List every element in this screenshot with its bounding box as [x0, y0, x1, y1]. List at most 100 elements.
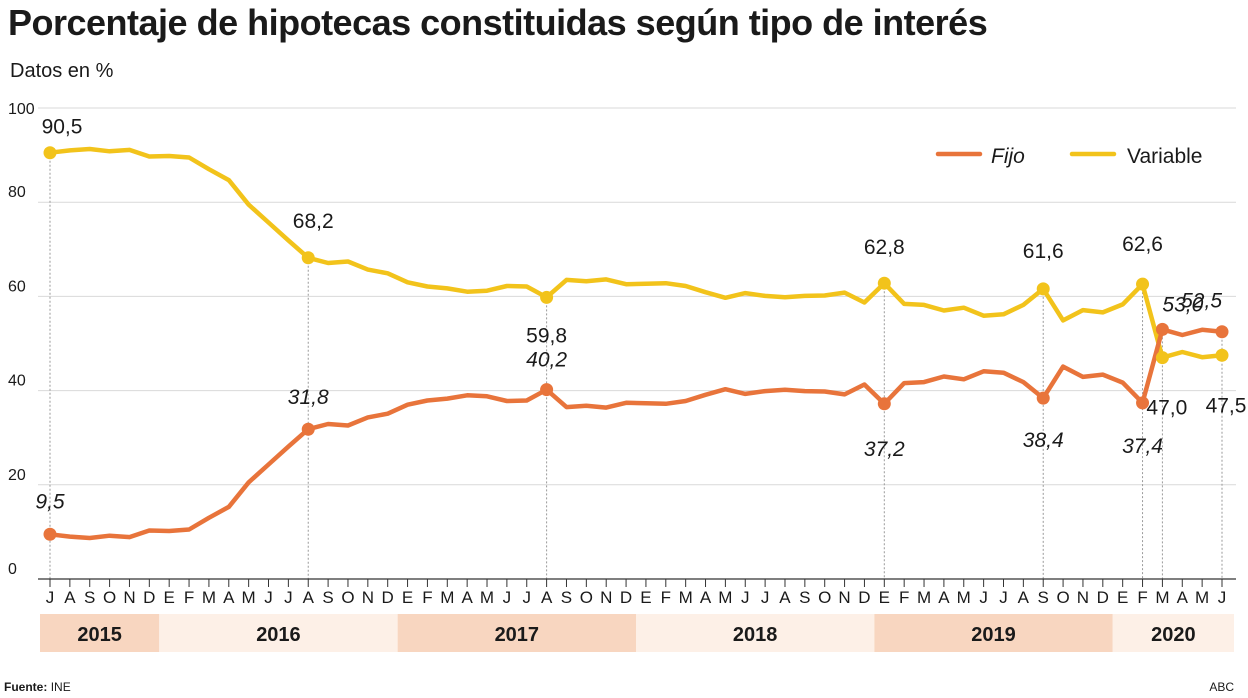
year-bands: 2015 2016 2017 2018 2019 2020: [40, 614, 1234, 652]
x-tick-label: J: [761, 588, 770, 607]
data-label-variable: 90,5: [42, 116, 83, 139]
year-label: 2019: [971, 624, 1016, 646]
chart-subtitle: Datos en %: [10, 60, 114, 82]
marker-variable: [1136, 277, 1150, 291]
data-label-variable: 68,2: [293, 210, 334, 233]
x-tick-label: M: [202, 588, 216, 607]
x-tick-label: N: [838, 588, 850, 607]
x-tick-label: M: [718, 588, 732, 607]
data-label-fijo: 37,2: [864, 438, 905, 461]
x-tick-label: J: [979, 588, 988, 607]
legend: Fijo Variable: [935, 145, 1203, 168]
x-tick-label: J: [999, 588, 1008, 607]
year-label: 2015: [77, 624, 122, 646]
marker-variable: [43, 146, 57, 160]
year-band-2015: [40, 614, 160, 652]
x-tick-label: O: [580, 588, 593, 607]
x-tick-label: A: [541, 588, 553, 607]
x-tick-label: A: [223, 588, 235, 607]
y-tick-label: 20: [8, 467, 26, 484]
x-tick-label: F: [422, 588, 432, 607]
marker-variable: [540, 290, 554, 304]
source-label: Fuente:: [4, 680, 48, 694]
y-tick-label: 0: [8, 561, 17, 578]
x-tick-label: N: [1077, 588, 1089, 607]
y-tick-label: 100: [8, 101, 35, 118]
x-tick-label: N: [600, 588, 612, 607]
marker-variable: [1215, 348, 1229, 362]
reference-lines: [49, 152, 1223, 579]
x-tick-label: A: [1177, 588, 1189, 607]
marker-variable: [877, 276, 891, 290]
chart-title: Porcentaje de hipotecas constituidas seg…: [8, 2, 988, 43]
year-band-2020: [1112, 614, 1234, 652]
x-tick-label: E: [640, 588, 651, 607]
highlight-markers: [43, 146, 1229, 541]
x-tick-label: S: [1038, 588, 1049, 607]
x-tick-label: D: [382, 588, 394, 607]
x-tick-label: A: [461, 588, 473, 607]
x-tick-label: M: [1195, 588, 1209, 607]
series-line-fijo: [47, 327, 1225, 541]
year-band-2016: [159, 614, 398, 652]
marker-fijo: [301, 422, 315, 436]
y-tick-label: 80: [8, 184, 26, 201]
x-tick-label: M: [440, 588, 454, 607]
data-label-fijo: 53,0: [1162, 293, 1203, 316]
marker-variable: [1036, 282, 1050, 296]
y-tick-label: 60: [8, 278, 26, 295]
x-tick-label: N: [362, 588, 374, 607]
data-label-variable: 47,0: [1146, 397, 1187, 420]
data-label-fijo: 40,2: [526, 349, 567, 372]
year-label: 2016: [256, 624, 301, 646]
x-tick-label: S: [561, 588, 572, 607]
data-label-variable: 62,8: [864, 236, 905, 259]
marker-fijo: [540, 383, 554, 397]
marker-fijo: [1215, 325, 1229, 339]
x-tick-label: O: [818, 588, 831, 607]
year-band-2018: [636, 614, 875, 652]
x-tick-label: A: [779, 588, 791, 607]
x-tick-label: M: [957, 588, 971, 607]
x-tick-label: N: [123, 588, 135, 607]
credit: ABC: [1209, 680, 1234, 694]
x-tick-label: M: [1155, 588, 1169, 607]
marker-variable: [1155, 351, 1169, 365]
marker-fijo: [1036, 391, 1050, 405]
year-band-2017: [397, 614, 636, 652]
x-tick-label: A: [700, 588, 712, 607]
x-tick-label: S: [322, 588, 333, 607]
data-labels: 9,5 31,8 40,2 37,2 38,4 37,4 53,052,5 90,5 68,2 5…: [35, 116, 1246, 514]
data-label-fijo: 38,4: [1023, 429, 1064, 452]
series-lines: [47, 146, 1225, 541]
x-tick-label: D: [858, 588, 870, 607]
x-tick-label: F: [184, 588, 194, 607]
x-tick-label: E: [164, 588, 175, 607]
x-tick-label: E: [879, 588, 890, 607]
marker-fijo: [1136, 396, 1150, 410]
x-tick-label: J: [284, 588, 293, 607]
x-tick-label: F: [1137, 588, 1147, 607]
x-tick-label: J: [46, 588, 55, 607]
data-label-variable: 47,5: [1206, 394, 1247, 417]
x-tick-label: J: [1218, 588, 1227, 607]
x-tick-label: O: [1056, 588, 1069, 607]
x-tick-label: J: [264, 588, 273, 607]
x-tick-label: S: [799, 588, 810, 607]
x-tick-label: J: [503, 588, 512, 607]
x-tick-label: J: [741, 588, 750, 607]
x-tick-label: D: [143, 588, 155, 607]
x-tick-label: E: [1117, 588, 1128, 607]
x-tick-label: D: [1097, 588, 1109, 607]
data-label-fijo: 9,5: [35, 490, 65, 513]
x-tick-label: M: [242, 588, 256, 607]
x-tick-label: M: [480, 588, 494, 607]
x-tick-label: A: [1018, 588, 1030, 607]
x-tick-label: A: [303, 588, 315, 607]
marker-fijo: [1155, 322, 1169, 336]
y-tick-label: 40: [8, 373, 26, 390]
x-tick-label: O: [341, 588, 354, 607]
x-tick-label: J: [522, 588, 531, 607]
